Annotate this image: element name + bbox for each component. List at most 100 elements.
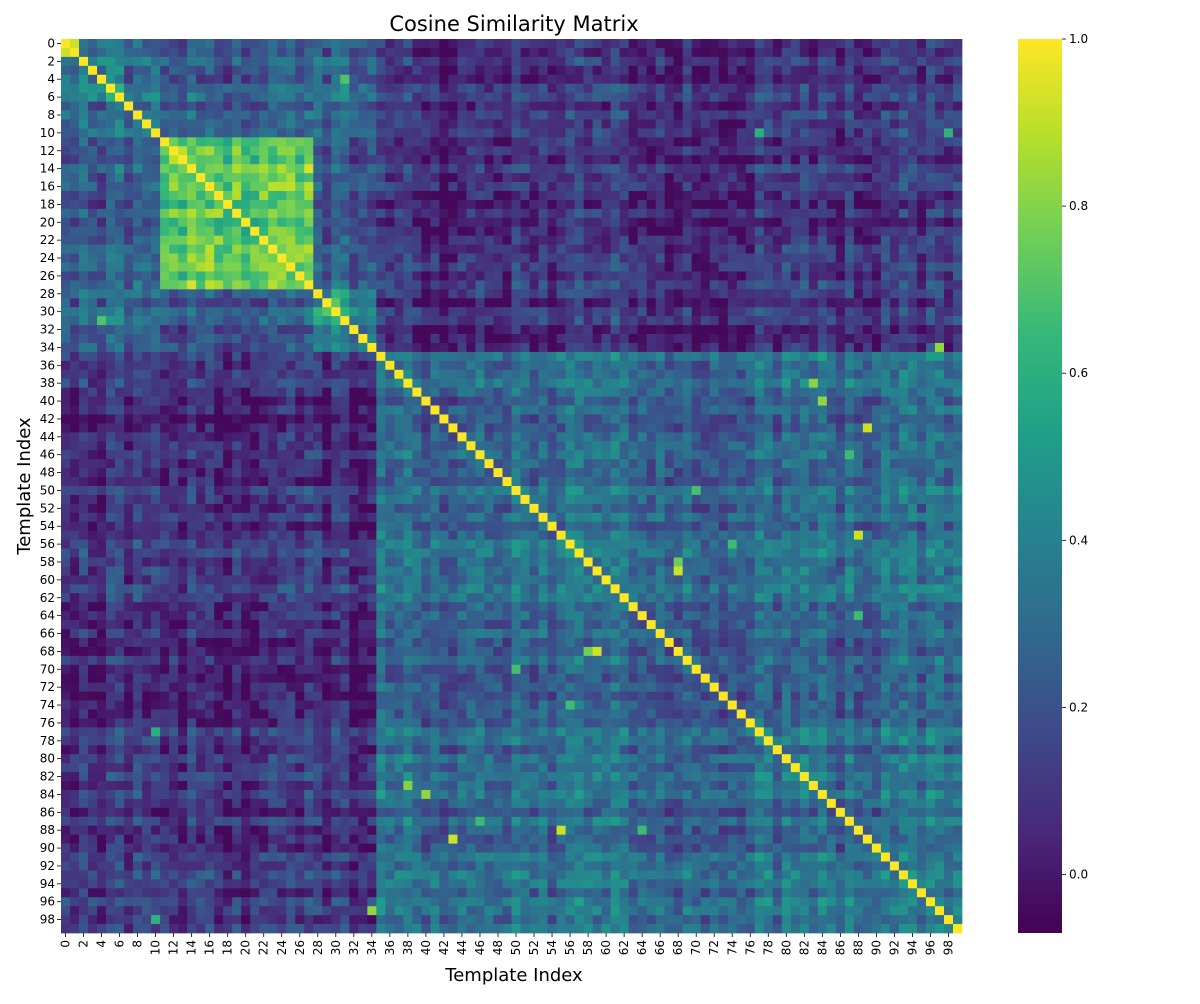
- heatmap-cell: [529, 235, 539, 245]
- heatmap-cell: [754, 334, 765, 344]
- heatmap-cell: [250, 110, 260, 120]
- heatmap-cell: [646, 146, 657, 156]
- heatmap-cell: [259, 101, 269, 111]
- heatmap-cell: [808, 450, 819, 460]
- heatmap-cell: [826, 199, 837, 210]
- heatmap-cell: [853, 450, 864, 460]
- heatmap-cell: [358, 244, 368, 254]
- heatmap-cell: [484, 119, 494, 129]
- heatmap-cell: [124, 137, 134, 147]
- heatmap-cell: [223, 369, 233, 380]
- heatmap-cell: [124, 289, 134, 299]
- heatmap-cell: [376, 360, 386, 371]
- heatmap-cell: [178, 92, 188, 102]
- heatmap-cell: [79, 65, 89, 76]
- heatmap-cell: [331, 369, 341, 380]
- heatmap-cell: [736, 280, 747, 290]
- heatmap-cell: [295, 208, 305, 219]
- heatmap-cell: [646, 128, 657, 138]
- heatmap-cell: [880, 146, 891, 156]
- heatmap-cell: [394, 262, 404, 272]
- heatmap-cell: [322, 226, 332, 237]
- heatmap-cell: [457, 387, 467, 397]
- heatmap-cell: [511, 83, 521, 93]
- heatmap-cell: [304, 65, 314, 76]
- heatmap-cell: [106, 217, 116, 228]
- heatmap-cell: [880, 39, 891, 49]
- heatmap-cell: [223, 101, 233, 111]
- heatmap-cell: [259, 396, 269, 406]
- heatmap-cell: [844, 56, 855, 67]
- heatmap-cell: [754, 325, 765, 335]
- heatmap-cell: [502, 128, 512, 138]
- heatmap-cell: [835, 119, 846, 129]
- heatmap-cell: [529, 110, 539, 120]
- heatmap-cell: [106, 164, 116, 174]
- heatmap-cell: [367, 199, 377, 210]
- heatmap-cell: [637, 396, 647, 406]
- heatmap-cell: [538, 146, 548, 156]
- heatmap-cell: [817, 182, 828, 192]
- heatmap-cell: [475, 208, 485, 219]
- heatmap-cell: [601, 378, 611, 389]
- heatmap-cell: [493, 110, 503, 120]
- heatmap-cell: [214, 244, 224, 254]
- heatmap-cell: [538, 307, 548, 317]
- heatmap-cell: [916, 208, 927, 219]
- heatmap-cell: [619, 316, 629, 326]
- heatmap-cell: [628, 182, 638, 192]
- heatmap-cell: [808, 307, 819, 317]
- heatmap-cell: [367, 459, 377, 469]
- heatmap-cell: [565, 217, 575, 228]
- heatmap-cell: [763, 325, 774, 335]
- heatmap-cell: [367, 190, 377, 201]
- heatmap-cell: [871, 432, 882, 442]
- heatmap-cell: [439, 289, 449, 299]
- heatmap-cell: [421, 47, 431, 58]
- heatmap-cell: [934, 244, 945, 254]
- heatmap-cell: [826, 450, 837, 460]
- heatmap-cell: [493, 423, 503, 433]
- heatmap-cell: [682, 155, 693, 165]
- heatmap-cell: [259, 459, 269, 469]
- heatmap-cell: [187, 164, 197, 174]
- heatmap-cell: [781, 334, 792, 344]
- heatmap-cell: [547, 441, 557, 451]
- heatmap-cell: [214, 423, 224, 433]
- heatmap-cell: [331, 289, 341, 299]
- heatmap-cell: [196, 244, 206, 254]
- heatmap-cell: [457, 459, 467, 469]
- heatmap-cell: [664, 137, 675, 147]
- heatmap-cell: [214, 190, 224, 201]
- heatmap-cell: [421, 334, 431, 344]
- heatmap-cell: [322, 253, 332, 263]
- heatmap-cell: [448, 405, 458, 415]
- heatmap-cell: [115, 128, 125, 138]
- heatmap-cell: [835, 110, 846, 120]
- heatmap-cell: [493, 56, 503, 67]
- heatmap-cell: [259, 316, 269, 326]
- heatmap-cell: [475, 378, 485, 389]
- heatmap-cell: [718, 405, 729, 415]
- heatmap-cell: [556, 405, 566, 415]
- heatmap-cell: [835, 217, 846, 228]
- heatmap-cell: [844, 468, 855, 478]
- heatmap-cell: [250, 39, 260, 49]
- heatmap-cell: [601, 244, 611, 254]
- heatmap-cell: [664, 316, 675, 326]
- heatmap-cell: [358, 459, 368, 469]
- heatmap-cell: [187, 262, 197, 272]
- heatmap-cell: [439, 182, 449, 192]
- heatmap-cell: [907, 289, 918, 299]
- heatmap-cell: [799, 128, 810, 138]
- heatmap-cell: [916, 199, 927, 210]
- heatmap-cell: [817, 289, 828, 299]
- heatmap-cell: [205, 378, 215, 389]
- heatmap-cell: [880, 378, 891, 389]
- heatmap-cell: [367, 477, 377, 487]
- heatmap-cell: [187, 307, 197, 317]
- heatmap-cell: [691, 298, 702, 308]
- heatmap-cell: [556, 164, 566, 174]
- heatmap-cell: [106, 137, 116, 147]
- heatmap-cell: [205, 226, 215, 237]
